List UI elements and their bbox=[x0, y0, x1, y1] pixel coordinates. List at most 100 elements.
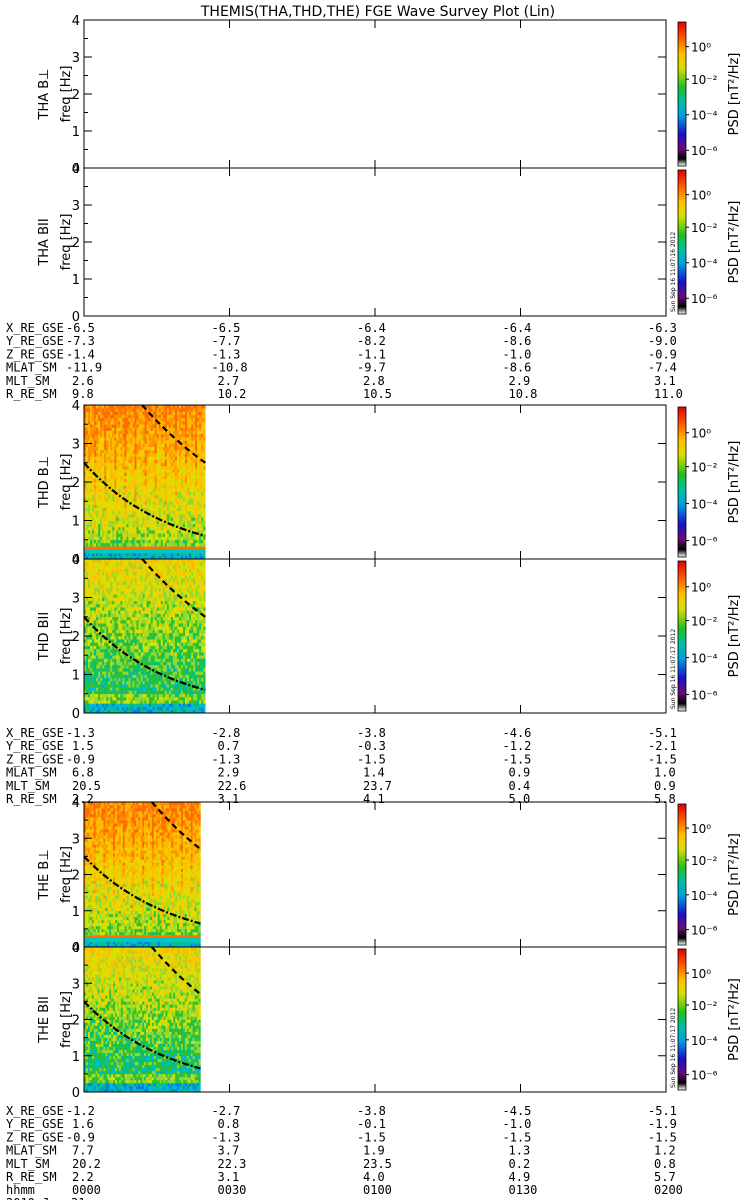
spectrogram-cell bbox=[120, 447, 122, 451]
spectrogram-cell bbox=[165, 482, 167, 486]
spectrogram-cell bbox=[137, 562, 139, 566]
spectrogram-cell bbox=[92, 488, 94, 492]
spectrogram-cell bbox=[139, 453, 141, 457]
spectrogram-cell bbox=[100, 517, 102, 521]
spectrogram-cell bbox=[118, 453, 120, 457]
spectrogram-cell bbox=[141, 450, 143, 454]
spectrogram-cell bbox=[104, 440, 106, 444]
spectrogram-cell bbox=[100, 707, 102, 711]
spectrogram-cell bbox=[167, 488, 169, 492]
spectrogram-cell bbox=[118, 633, 120, 637]
spectrogram-cell bbox=[102, 498, 104, 502]
spectrogram-cell bbox=[185, 488, 187, 492]
spectrogram-cell bbox=[149, 450, 151, 454]
spectrogram-cell bbox=[128, 540, 130, 544]
spectrogram-cell bbox=[151, 405, 153, 409]
spectrogram-cell bbox=[145, 578, 147, 582]
spectrogram-cell bbox=[163, 639, 165, 643]
spectrogram-cell bbox=[141, 658, 143, 662]
spectrogram-cell bbox=[187, 456, 189, 460]
spectrogram-cell bbox=[96, 675, 98, 679]
colorbar bbox=[678, 170, 686, 314]
spectrogram-cell bbox=[126, 700, 128, 704]
spectrogram-cell bbox=[199, 408, 201, 412]
spectrogram-cell bbox=[165, 707, 167, 711]
spectrogram-cell bbox=[100, 421, 102, 425]
spectrogram-cell bbox=[171, 543, 173, 547]
spectrogram-cell bbox=[106, 703, 108, 707]
spectrogram-cell bbox=[155, 655, 157, 659]
spectrogram-cell bbox=[122, 707, 124, 711]
spectrogram-cell bbox=[149, 501, 151, 505]
spectrogram-cell bbox=[106, 562, 108, 566]
spectrogram-cell bbox=[96, 437, 98, 441]
spectrogram-cell bbox=[116, 411, 118, 415]
spectrogram-cell bbox=[104, 488, 106, 492]
spectrogram-cell bbox=[199, 418, 201, 422]
spectrogram-cell bbox=[151, 626, 153, 630]
spectrogram-cell bbox=[90, 585, 92, 589]
spectrogram-cell bbox=[86, 508, 88, 512]
spectrogram-cell bbox=[114, 424, 116, 428]
spectrogram-cell bbox=[130, 678, 132, 682]
spectrogram-cell bbox=[106, 684, 108, 688]
spectrogram-cell bbox=[133, 495, 135, 499]
spectrogram-cell bbox=[135, 604, 137, 608]
spectrogram-cell bbox=[195, 511, 197, 515]
spectrogram-cell bbox=[165, 508, 167, 512]
spectrogram-cell bbox=[155, 501, 157, 505]
spectrogram-cell bbox=[106, 585, 108, 589]
spectrogram-cell bbox=[133, 687, 135, 691]
spectrogram-cell bbox=[185, 421, 187, 425]
spectrogram-cell bbox=[124, 527, 126, 531]
spectrogram-cell bbox=[155, 678, 157, 682]
spectrogram-cell bbox=[130, 601, 132, 605]
spectrogram-cell bbox=[100, 488, 102, 492]
spectrogram-cell bbox=[96, 434, 98, 438]
spectrogram-cell bbox=[163, 594, 165, 598]
spectrogram-cell bbox=[143, 678, 145, 682]
spectrogram-cell bbox=[159, 681, 161, 685]
spectrogram-cell bbox=[165, 691, 167, 695]
spectrogram-cell bbox=[181, 418, 183, 422]
panel-label: THA B⊥ bbox=[37, 69, 52, 121]
spectrogram-cell bbox=[128, 485, 130, 489]
spectrogram-cell bbox=[193, 431, 195, 435]
spectrogram-cell bbox=[96, 703, 98, 707]
spectrogram-cell bbox=[100, 521, 102, 525]
spectrogram-cell bbox=[116, 623, 118, 627]
spectrogram-cell bbox=[139, 495, 141, 499]
spectrogram-cell bbox=[110, 543, 112, 547]
spectrogram-cell bbox=[96, 607, 98, 611]
spectrogram-cell bbox=[141, 630, 143, 634]
spectrogram-cell bbox=[191, 527, 193, 531]
spectrogram-cell bbox=[189, 421, 191, 425]
spectrogram-cell bbox=[86, 405, 88, 409]
spectrogram-cell bbox=[167, 466, 169, 470]
spectrogram-cell bbox=[143, 620, 145, 624]
spectrogram-cell bbox=[96, 623, 98, 627]
spectrogram-cell bbox=[102, 492, 104, 496]
spectrogram-cell bbox=[104, 662, 106, 666]
spectrogram-cell bbox=[124, 485, 126, 489]
spectrogram-cell bbox=[193, 466, 195, 470]
spectrogram-cell bbox=[128, 620, 130, 624]
spectrogram-cell bbox=[157, 453, 159, 457]
spectrogram-cell bbox=[157, 405, 159, 409]
spectrogram-cell bbox=[108, 543, 110, 547]
spectrogram-cell bbox=[155, 565, 157, 569]
spectrogram-cell bbox=[189, 453, 191, 457]
spectrogram-cell bbox=[137, 495, 139, 499]
spectrogram-cell bbox=[124, 588, 126, 592]
spectrogram-cell bbox=[114, 514, 116, 518]
spectrogram-cell bbox=[100, 700, 102, 704]
spectrogram-cell bbox=[139, 440, 141, 444]
spectrogram-cell bbox=[143, 431, 145, 435]
spectrogram-cell bbox=[183, 524, 185, 528]
spectrogram-cell bbox=[104, 652, 106, 656]
spectrogram-cell bbox=[128, 681, 130, 685]
spectrogram-cell bbox=[177, 450, 179, 454]
spectrogram-cell bbox=[177, 418, 179, 422]
spectrogram-cell bbox=[147, 533, 149, 537]
spectrogram-cell bbox=[104, 411, 106, 415]
